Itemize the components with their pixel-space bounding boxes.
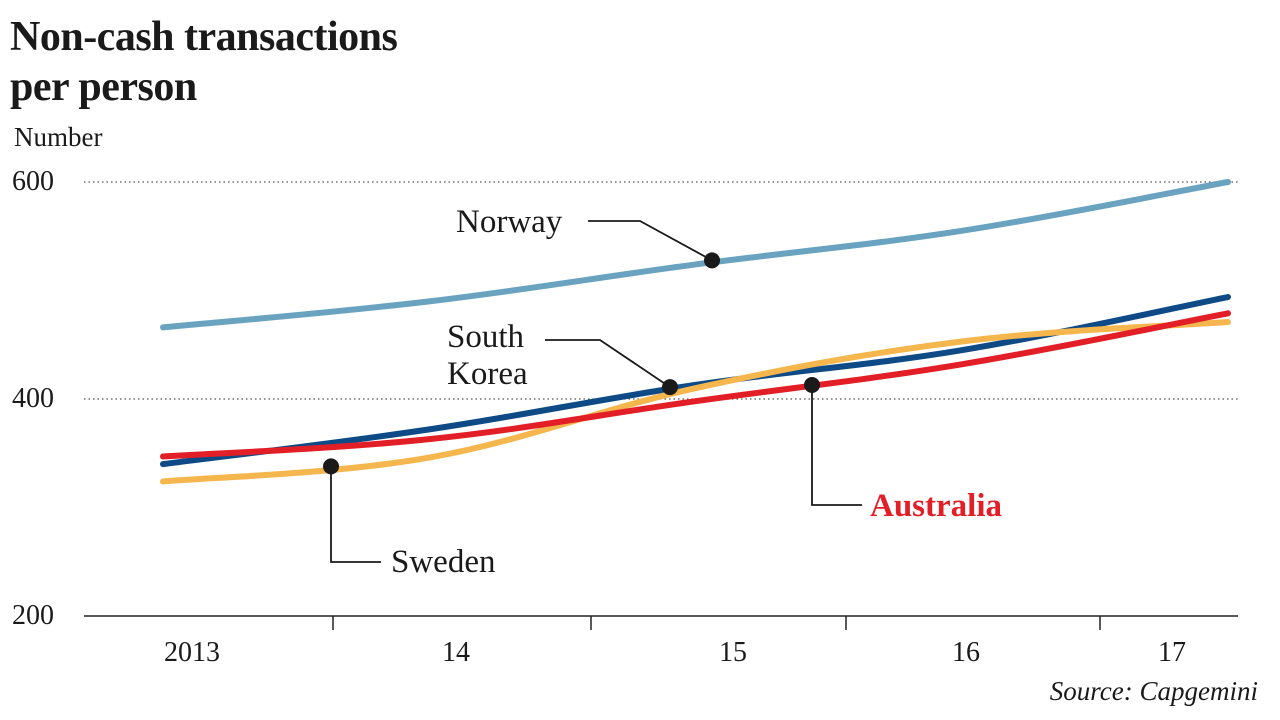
australia-marker <box>804 377 820 394</box>
chart-title-line-2: per person <box>10 64 197 110</box>
south-korea-label-line-1: South <box>447 319 525 355</box>
series-lines <box>160 179 1231 485</box>
y-tick-label-200: 200 <box>12 600 54 631</box>
australia-label: Australia <box>870 488 1002 524</box>
x-axis: 2013 14 15 16 17 <box>84 615 1238 668</box>
y-axis-unit-label: Number <box>14 122 102 152</box>
x-tick-label-16: 16 <box>952 637 980 668</box>
x-tick-label-14: 14 <box>442 637 470 668</box>
y-tick-label-600: 600 <box>12 166 54 197</box>
sweden-marker <box>323 458 339 475</box>
series-line-south-korea <box>160 294 1231 468</box>
x-tick-label-15: 15 <box>719 637 747 668</box>
chart-title-line-1: Non-cash transactions <box>10 14 398 60</box>
norway-label: Norway <box>456 204 563 240</box>
x-tick-label-17: 17 <box>1158 637 1186 668</box>
south-korea-leader-line <box>545 339 671 388</box>
series-line-australia <box>160 310 1231 460</box>
australia-leader-line <box>811 385 862 506</box>
y-tick-labels: 200 400 600 <box>12 166 54 631</box>
x-tick-label-2013: 2013 <box>164 637 220 668</box>
norway-leader-line <box>588 220 713 262</box>
south-korea-marker <box>662 379 678 396</box>
y-tick-label-400: 400 <box>12 383 54 414</box>
source-note: Source: Capgemini <box>1050 676 1258 706</box>
sweden-label: Sweden <box>391 544 495 580</box>
series-line-norway <box>160 179 1231 331</box>
norway-marker <box>704 252 720 269</box>
sweden-leader-line <box>330 466 381 563</box>
south-korea-label-line-2: Korea <box>447 356 528 392</box>
